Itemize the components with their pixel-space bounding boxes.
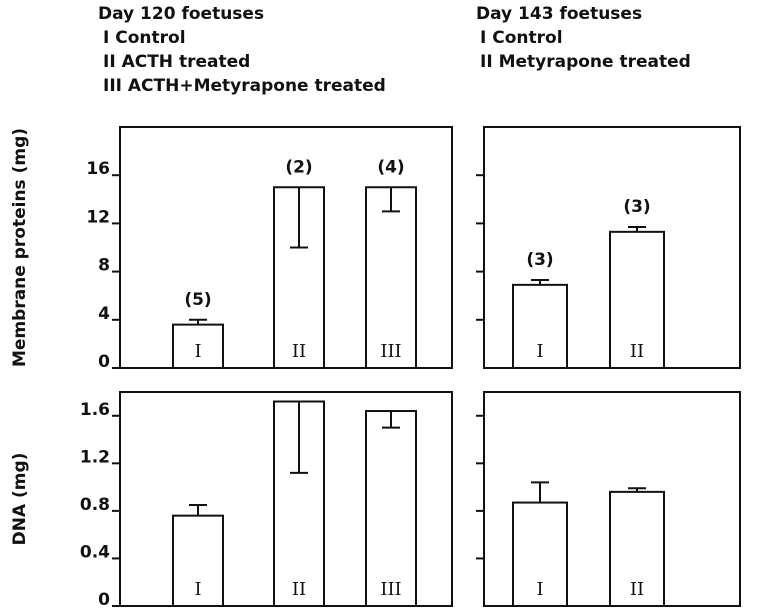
bar-category: I — [194, 341, 201, 362]
bar — [512, 283, 568, 370]
sample-size-label: (2) — [285, 157, 312, 177]
header-title: Day 143 foetuses — [476, 4, 642, 24]
bar-category: I — [536, 579, 543, 600]
y-tick-label: 1.2 — [80, 447, 110, 467]
legend-entry: I Control — [480, 28, 563, 48]
bar-category: III — [380, 341, 401, 362]
bar-category: II — [292, 579, 306, 600]
bar — [609, 490, 665, 607]
legend-entry: II ACTH treated — [103, 52, 250, 72]
header-title: Day 120 foetuses — [98, 4, 264, 24]
y-tick-label: 0 — [98, 590, 110, 610]
y-tick-label: 4 — [98, 304, 110, 324]
bar-category: I — [194, 579, 201, 600]
sample-size-label: (3) — [526, 250, 553, 270]
bar-category: III — [380, 579, 401, 600]
y-tick-label: 16 — [86, 159, 110, 179]
y-tick-label: 0 — [98, 352, 110, 372]
bar-category: I — [536, 341, 543, 362]
bar-category: II — [630, 341, 644, 362]
legend-entry: II Metyrapone treated — [480, 52, 691, 72]
y-tick-label: 12 — [86, 207, 110, 227]
bar — [365, 410, 417, 607]
bar-category: II — [630, 579, 644, 600]
bar-category: II — [292, 341, 306, 362]
bar — [512, 501, 568, 608]
y-tick-label: 1.6 — [80, 400, 110, 420]
y-tick-label: 0.4 — [80, 542, 110, 562]
legend-entry: III ACTH+Metyrapone treated — [103, 76, 386, 96]
sample-size-label: (5) — [184, 290, 211, 310]
y-tick-label: 8 — [98, 256, 110, 276]
y-tick-label: 0.8 — [80, 495, 110, 515]
sample-size-label: (3) — [623, 197, 650, 217]
y-axis-title: DNA (mg) — [10, 453, 30, 546]
sample-size-label: (4) — [377, 157, 404, 177]
legend-entry: I Control — [103, 28, 186, 48]
y-axis-title: Membrane proteins (mg) — [10, 128, 30, 367]
